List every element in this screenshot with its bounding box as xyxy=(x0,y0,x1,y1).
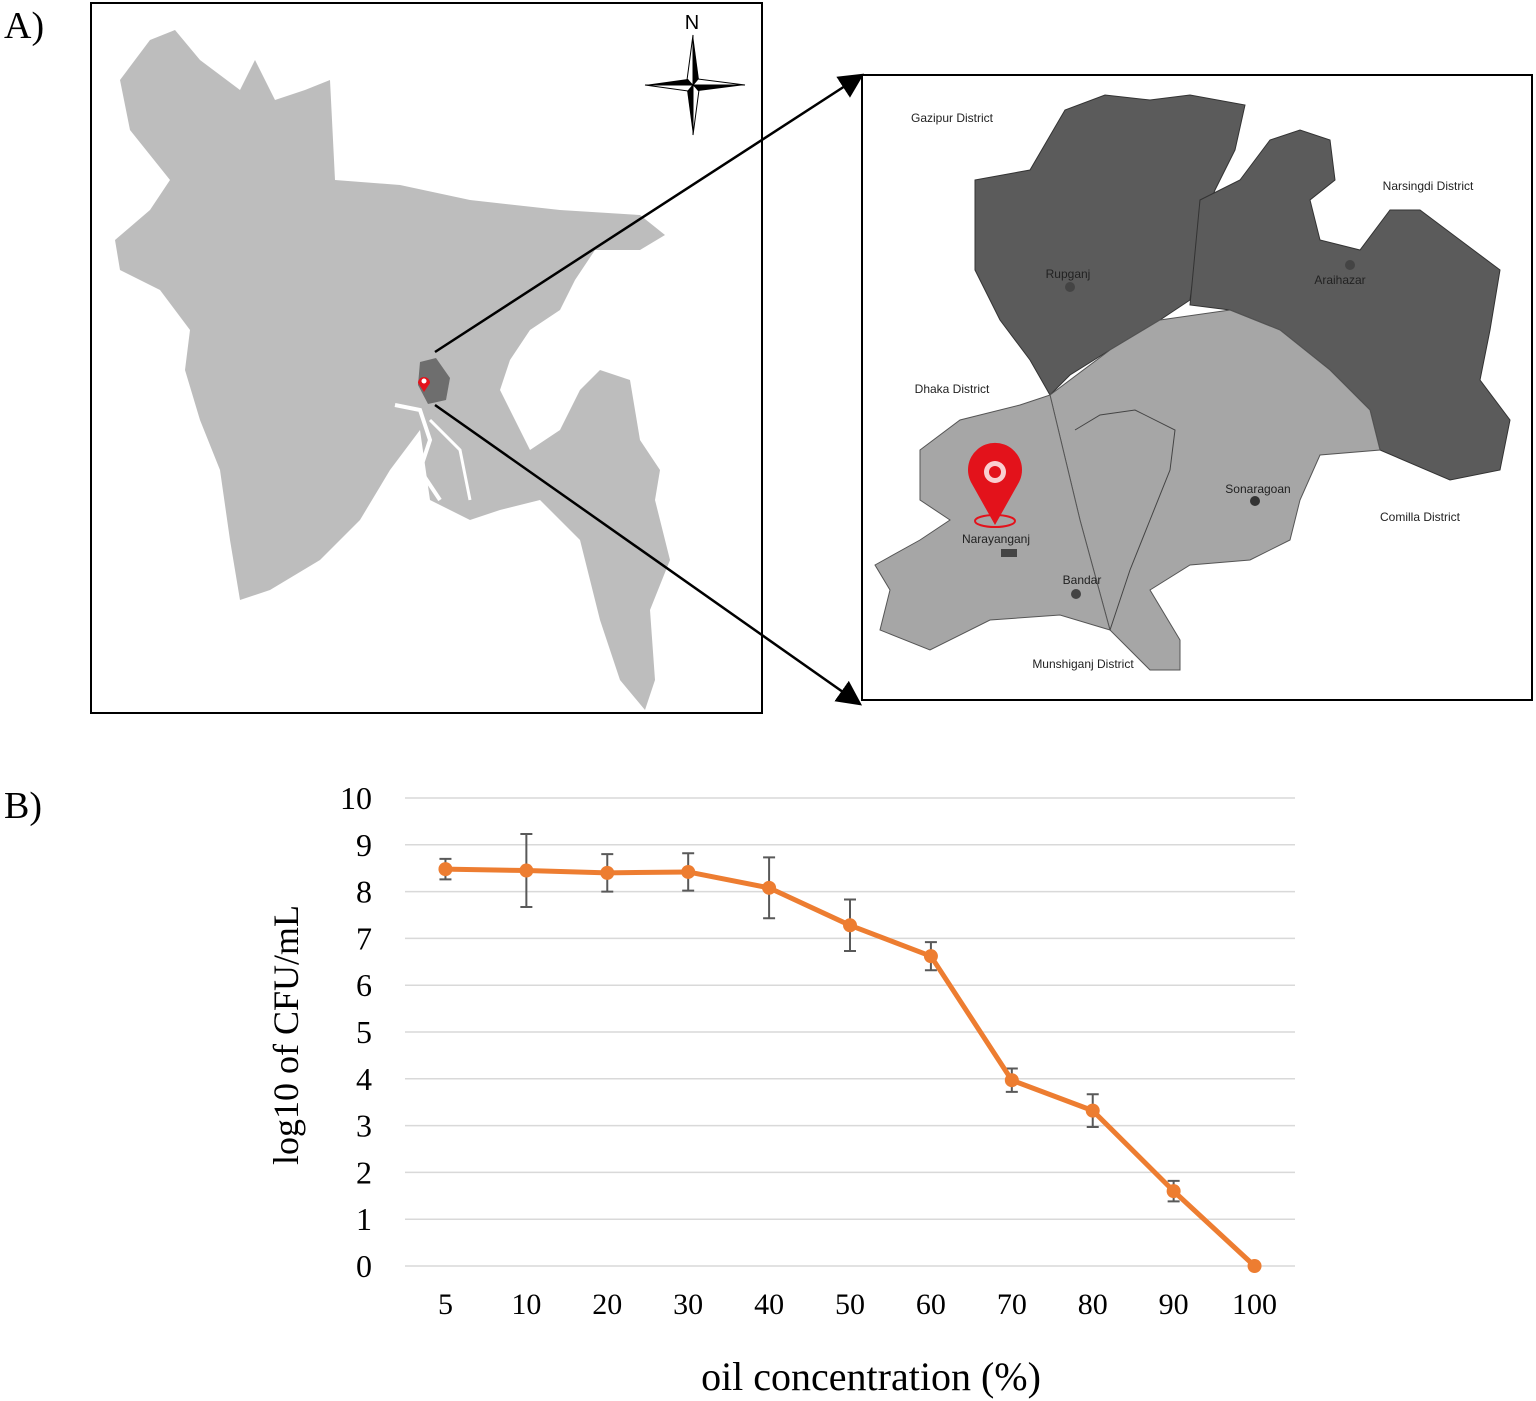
x-tick-label: 50 xyxy=(835,1288,865,1321)
x-tick-label: 80 xyxy=(1078,1288,1108,1321)
y-tick-label: 4 xyxy=(356,1061,372,1097)
panel-label: A) xyxy=(4,5,44,47)
panel-label: B) xyxy=(4,785,42,827)
x-tick-label: 60 xyxy=(916,1288,946,1321)
x-tick-label: 5 xyxy=(438,1288,453,1321)
map-label: Narayanganj xyxy=(962,532,1030,546)
x-tick-label: 100 xyxy=(1232,1288,1277,1321)
x-axis-title: oil concentration (%) xyxy=(701,1354,1041,1399)
country-map: N xyxy=(90,2,763,714)
map-label: Munshiganj District xyxy=(1032,657,1134,671)
map-label: Bandar xyxy=(1063,573,1102,587)
x-tick-label: 20 xyxy=(592,1288,622,1321)
map-label: Sonaragoan xyxy=(1225,482,1290,496)
y-axis-title: log10 of CFU/mL xyxy=(266,905,306,1165)
data-point xyxy=(923,949,938,964)
y-tick-label: 2 xyxy=(356,1154,372,1190)
y-tick-label: 8 xyxy=(356,874,372,910)
y-tick-label: 0 xyxy=(356,1248,372,1284)
data-point xyxy=(438,862,453,877)
data-point xyxy=(1166,1184,1181,1199)
x-tick-label: 30 xyxy=(673,1288,703,1321)
x-tick-label: 70 xyxy=(997,1288,1027,1321)
data-point xyxy=(600,865,615,880)
y-tick-label: 5 xyxy=(356,1014,372,1050)
y-tick-label: 10 xyxy=(340,780,372,816)
map-label: Dhaka District xyxy=(915,382,990,396)
map-label: Narsingdi District xyxy=(1383,179,1474,193)
y-tick-label: 9 xyxy=(356,827,372,863)
map-label: Araihazar xyxy=(1314,273,1365,287)
north-label: N xyxy=(685,12,699,34)
data-point xyxy=(1004,1073,1019,1088)
data-point xyxy=(762,880,777,895)
north-arrow: N xyxy=(644,12,746,136)
data-point xyxy=(519,863,534,878)
x-tick-label: 90 xyxy=(1159,1288,1189,1321)
x-tick-label: 40 xyxy=(754,1288,784,1321)
y-tick-label: 3 xyxy=(356,1108,372,1144)
data-point xyxy=(843,918,857,933)
y-tick-label: 1 xyxy=(356,1201,372,1237)
map-label: Gazipur District xyxy=(911,111,994,125)
data-point xyxy=(1085,1103,1100,1118)
y-tick-label: 6 xyxy=(356,967,372,1003)
data-point xyxy=(681,864,696,879)
data-point xyxy=(1247,1259,1262,1273)
zoom-line xyxy=(434,73,865,354)
zoom-line xyxy=(434,403,863,706)
inset-map: Gazipur District Narsingdi District Rupg… xyxy=(861,74,1533,701)
line-chart: oil concentration (%) log10 of CFU/mL 0 1… xyxy=(266,780,1295,1399)
y-tick-label: 7 xyxy=(356,920,372,956)
map-label: Rupganj xyxy=(1046,267,1091,281)
x-tick-label: 10 xyxy=(511,1288,541,1321)
map-label: Comilla District xyxy=(1380,510,1461,524)
